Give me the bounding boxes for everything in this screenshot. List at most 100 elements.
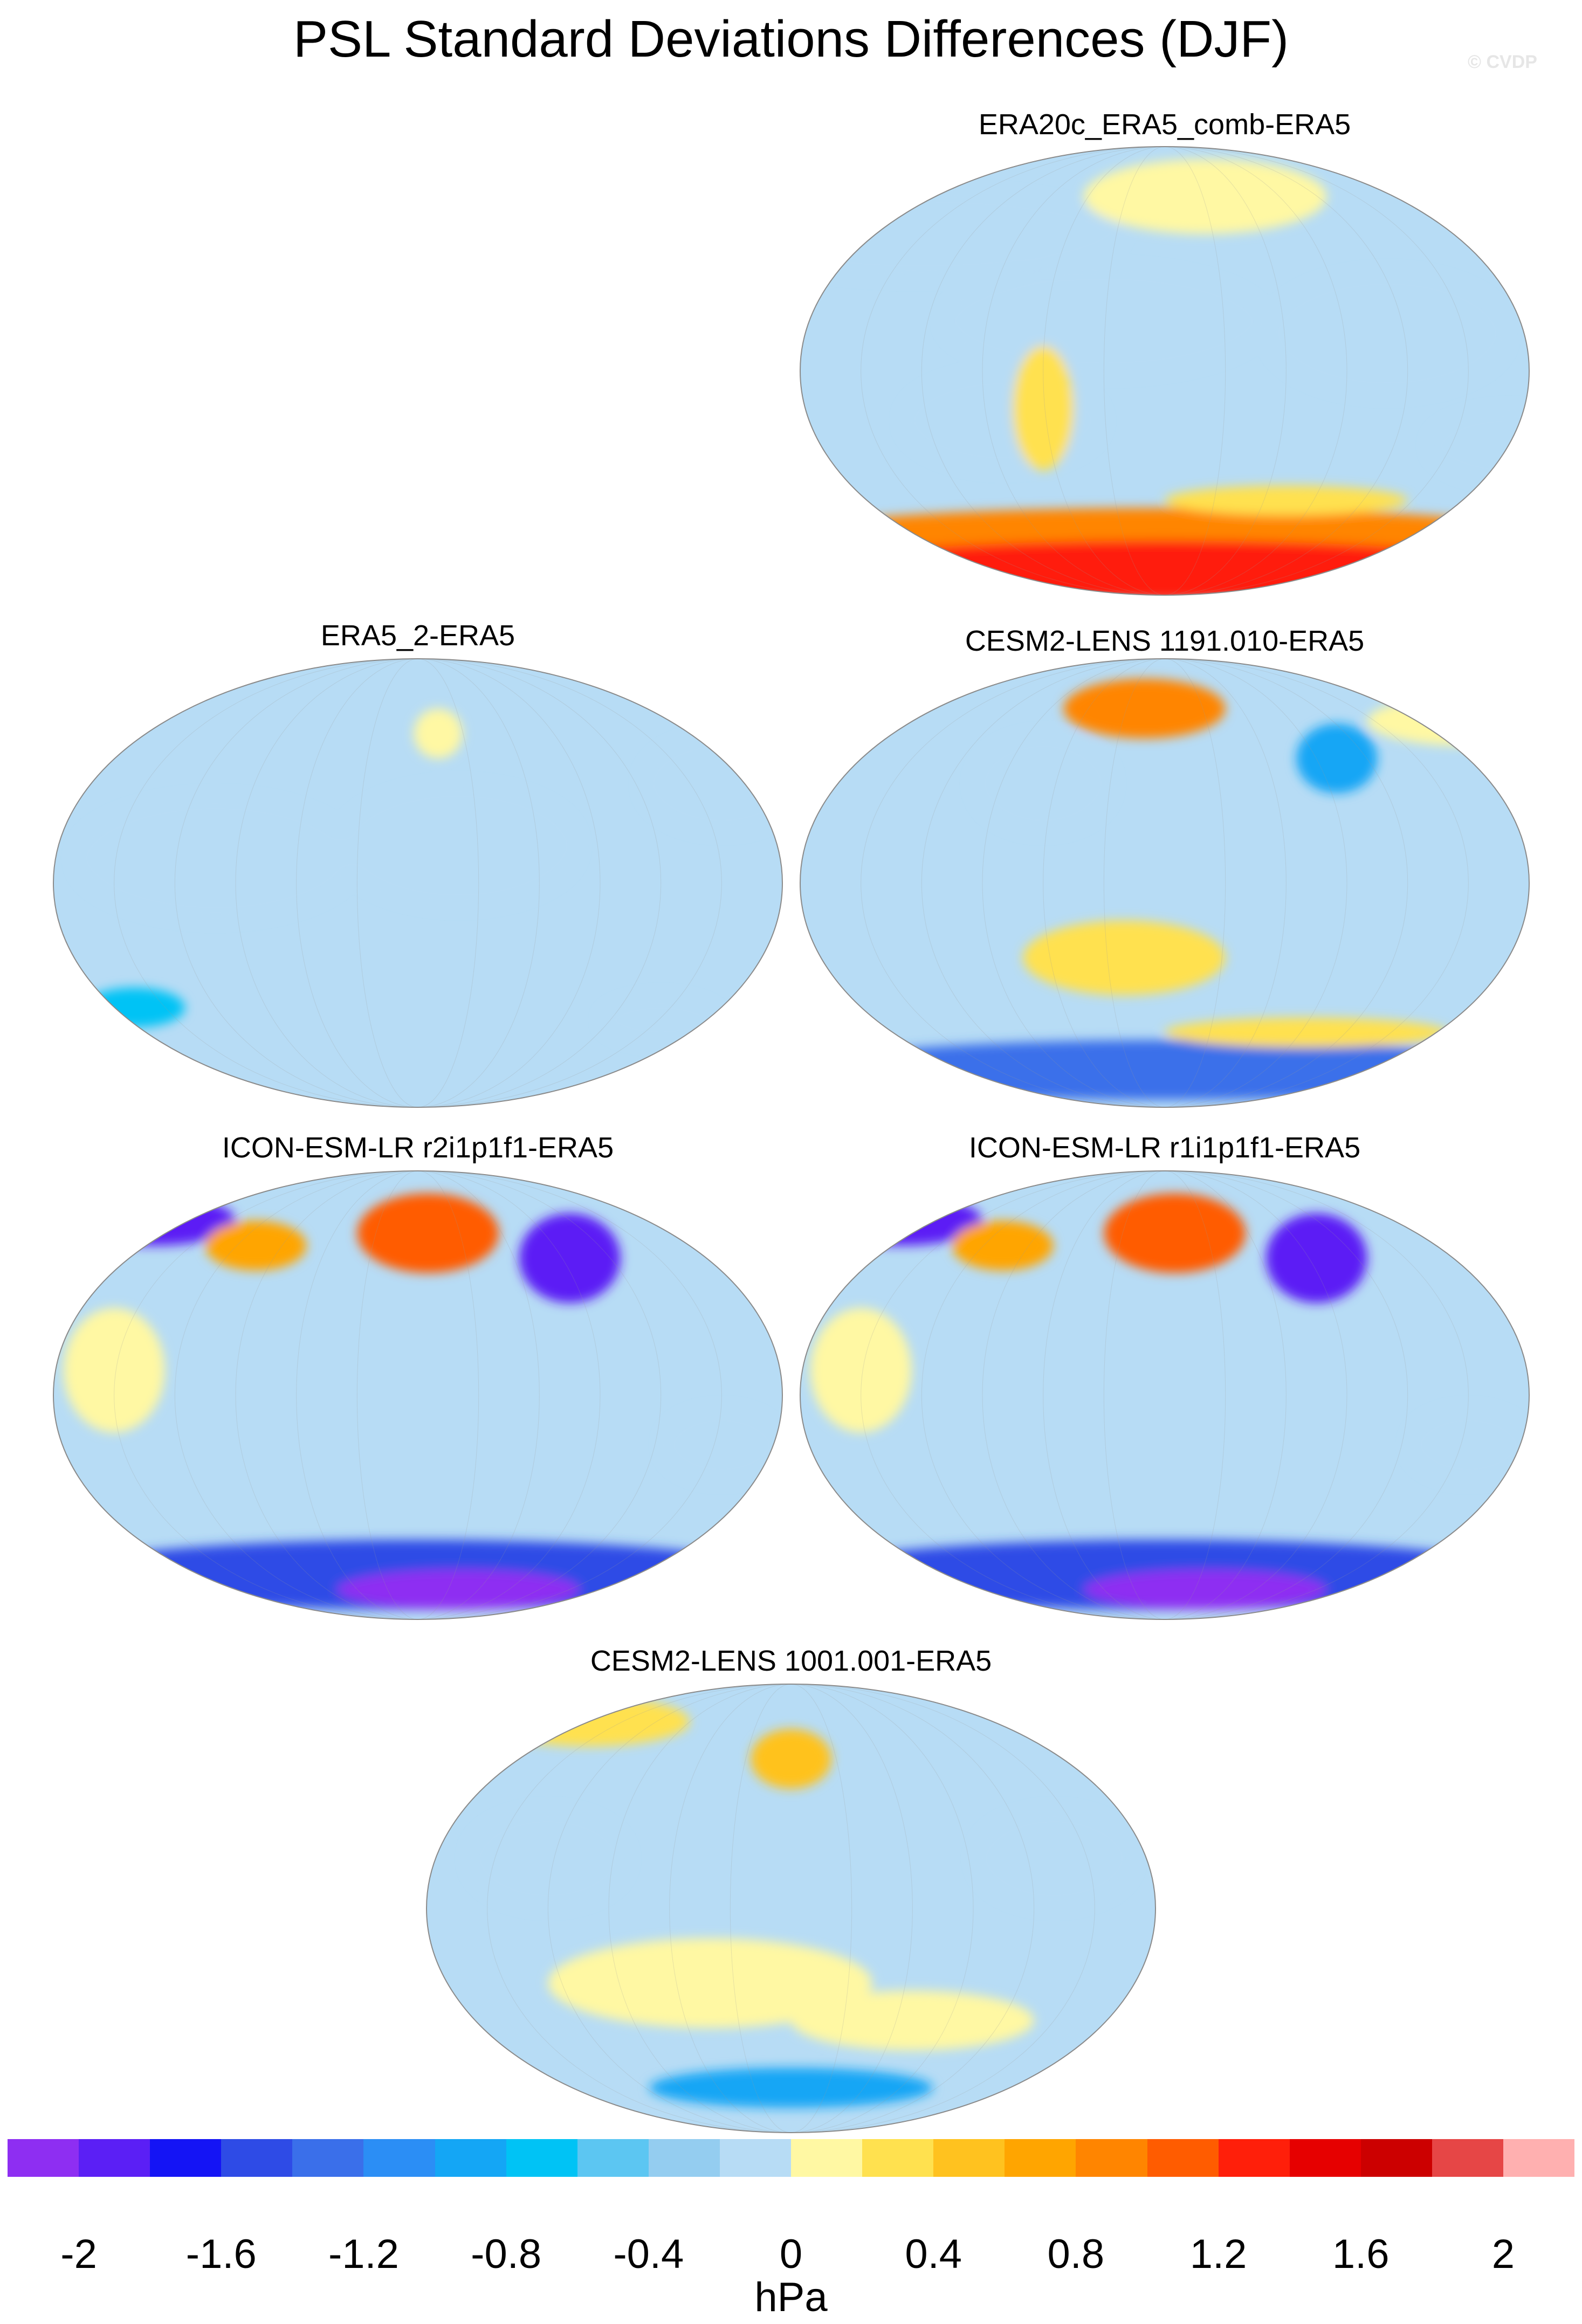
anomaly-region <box>1083 1569 1327 1610</box>
colorbar-units: hPa <box>754 2274 828 2320</box>
colorbar-box <box>791 2139 863 2177</box>
anomaly-region <box>901 371 1104 471</box>
graticule-line <box>921 1171 1408 1619</box>
map-border <box>53 658 783 1108</box>
anomaly-region <box>800 540 1529 595</box>
anomaly-region <box>336 1569 580 1610</box>
map-border <box>53 1170 783 1620</box>
graticule-line <box>487 1684 1095 2133</box>
colorbar-tick-label: -0.4 <box>613 2231 684 2277</box>
graticule-line <box>861 147 1469 595</box>
graticule-line <box>1043 147 1287 595</box>
colorbar-tick-label: -0.8 <box>471 2231 542 2277</box>
anomaly-region <box>810 1308 912 1433</box>
anomaly-region <box>791 1990 1034 2051</box>
colorbar-box <box>1360 2139 1432 2177</box>
panel-title-2: ERA5_2-ERA5 <box>320 619 515 652</box>
anomaly-region <box>63 1308 165 1433</box>
map-border <box>800 146 1530 596</box>
graticule-line <box>114 1171 722 1619</box>
graticule-line <box>982 147 1347 595</box>
panel-title-6: CESM2-LENS 1001.001-ERA5 <box>590 1645 992 1677</box>
colorbar-box <box>1218 2139 1290 2177</box>
colorbar-tick-label: 2 <box>1491 2231 1515 2277</box>
graticule-line <box>174 1171 662 1619</box>
map-panel-2 <box>53 658 783 1108</box>
colorbar-box <box>1432 2139 1503 2177</box>
anomaly-region <box>1265 1213 1367 1303</box>
graticule-line <box>669 1684 913 2133</box>
graticule-line <box>982 659 1347 1107</box>
anomaly-region <box>414 708 463 758</box>
anomaly-region <box>800 1040 1529 1100</box>
anomaly-region <box>1104 1193 1246 1273</box>
map-panel-6 <box>426 1684 1156 2133</box>
anomaly-region <box>1013 346 1074 471</box>
colorbar-box <box>1503 2139 1575 2177</box>
colorbar-tick-label: 0 <box>779 2231 803 2277</box>
anomaly-region <box>84 988 185 1028</box>
panel-title-5: ICON-ESM-LR r1i1p1f1-ERA5 <box>968 1132 1361 1164</box>
map-panel-4 <box>53 1170 783 1620</box>
watermark: © CVDP <box>1468 52 1537 72</box>
graticule-line <box>296 659 540 1107</box>
colorbar-tick-label: 1.2 <box>1189 2231 1247 2277</box>
anomaly-region <box>1407 1408 1529 1482</box>
graticule-line <box>1043 1171 1287 1619</box>
colorbar-box <box>1289 2139 1361 2177</box>
map-border <box>426 1684 1156 2133</box>
colorbar-box <box>1076 2139 1147 2177</box>
graticule-line <box>608 1684 974 2133</box>
graticule-line <box>1103 1171 1226 1619</box>
colorbar-box <box>221 2139 293 2177</box>
colorbar-tick-label: 0.4 <box>905 2231 962 2277</box>
colorbar-box <box>506 2139 577 2177</box>
colorbar-box <box>719 2139 792 2177</box>
panel-title-3: CESM2-LENS 1191.010-ERA5 <box>965 625 1365 657</box>
colorbar-box <box>363 2139 435 2177</box>
anomaly-region <box>1023 920 1226 995</box>
panel-title-4: ICON-ESM-LR r2i1p1f1-ERA5 <box>222 1132 614 1164</box>
anomaly-region <box>1265 271 1509 396</box>
anomaly-region <box>1083 159 1327 234</box>
graticule-line <box>356 659 479 1107</box>
colorbar-box <box>1147 2139 1219 2177</box>
map-panel-1 <box>800 146 1530 596</box>
graticule-line <box>861 659 1469 1107</box>
colorbar-tick-label: 1.6 <box>1332 2231 1390 2277</box>
graticule-line <box>296 1171 540 1619</box>
map-border <box>800 658 1530 1108</box>
figure-title: PSL Standard Deviations Differences (DJF… <box>293 10 1289 68</box>
colorbar-box <box>862 2139 934 2177</box>
colorbar-tick-label: -2 <box>60 2231 97 2277</box>
anomaly-region <box>73 796 357 921</box>
anomaly-region <box>467 1809 629 1908</box>
colorbar-box <box>150 2139 222 2177</box>
map-panel-3 <box>800 658 1530 1108</box>
colorbar-tick-label: 0.8 <box>1047 2231 1105 2277</box>
colorbar-box <box>8 2139 79 2177</box>
anomaly-region <box>1063 678 1226 739</box>
anomaly-region <box>1296 723 1378 794</box>
colorbar-box <box>435 2139 506 2177</box>
colorbar-box <box>292 2139 364 2177</box>
anomaly-region <box>1165 485 1408 516</box>
graticule-line <box>921 659 1408 1107</box>
map-panel-5 <box>800 1170 1530 1620</box>
colorbar-tick-label: -1.2 <box>328 2231 399 2277</box>
graticule-line <box>982 1171 1347 1619</box>
graticule-line <box>1043 659 1287 1107</box>
graticule-line <box>174 659 662 1107</box>
graticule-line <box>235 659 601 1107</box>
graticule-line <box>921 147 1408 595</box>
anomaly-region <box>649 2067 933 2108</box>
graticule-line <box>861 1171 1469 1619</box>
colorbar-tick-label: -1.6 <box>185 2231 257 2277</box>
graticule-line <box>1103 659 1226 1107</box>
anomaly-region <box>661 1408 782 1482</box>
colorbar-box <box>1005 2139 1076 2177</box>
anomaly-region <box>972 733 1115 833</box>
colorbar-box <box>933 2139 1005 2177</box>
colorbar <box>8 2139 1575 2177</box>
graticule-line <box>547 1684 1035 2133</box>
